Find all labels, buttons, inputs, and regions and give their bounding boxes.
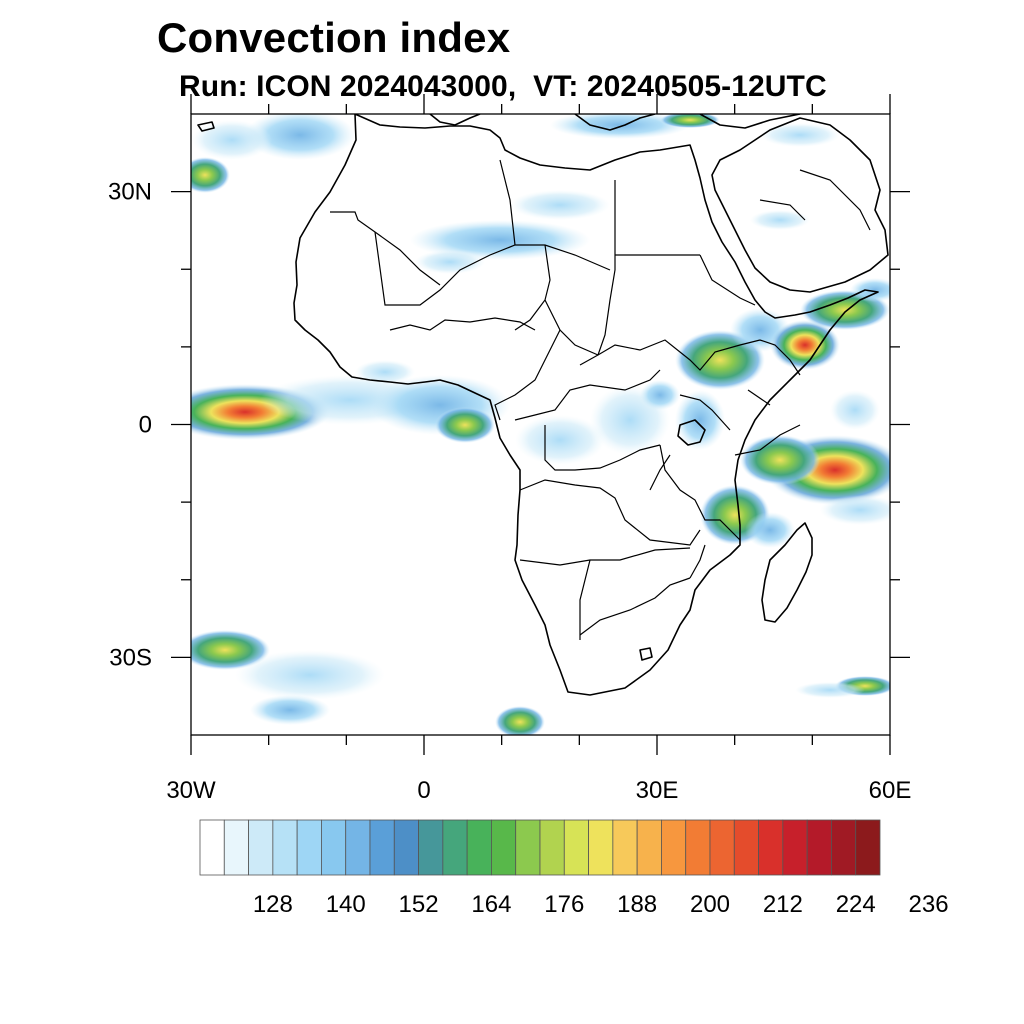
colorbar-swatch: [563, 819, 589, 876]
lat-tick-label: 0: [139, 412, 152, 439]
colorbar-tick-label: 212: [763, 891, 803, 918]
colorbar-swatch: [272, 819, 298, 876]
colorbar-tick-label: 176: [544, 891, 584, 918]
colorbar-swatch: [758, 819, 784, 876]
colorbar-swatch: [466, 819, 492, 876]
colorbar-tick-label: 128: [253, 891, 293, 918]
colorbar-swatch: [199, 819, 225, 876]
lat-tick-label: 30S: [109, 644, 152, 671]
colorbar-swatch: [418, 819, 444, 876]
colorbar-swatch: [661, 819, 687, 876]
colorbar-swatch: [442, 819, 468, 876]
colorbar-swatch: [588, 819, 614, 876]
colorbar-swatch: [491, 819, 517, 876]
colorbar-tick-label: 152: [399, 891, 439, 918]
lon-tick-label: 0: [417, 777, 430, 804]
lon-tick-label: 60E: [869, 777, 912, 804]
colorbar: [199, 819, 881, 876]
colorbar-swatch: [612, 819, 638, 876]
lon-tick-label: 30W: [166, 777, 216, 804]
colorbar-tick-label: 200: [690, 891, 730, 918]
colorbar-swatch: [685, 819, 711, 876]
colorbar-swatch: [733, 819, 759, 876]
coastlines: [197, 114, 889, 696]
convection-field: [191, 114, 890, 735]
colorbar-swatch: [296, 819, 322, 876]
colorbar-tick-label: 236: [909, 891, 949, 918]
colorbar-labels: 128 140 152 164 176 188 200 212 224 236: [253, 891, 949, 918]
colorbar-swatch: [709, 819, 735, 876]
lon-tick-label: 30E: [636, 777, 679, 804]
colorbar-tick-label: 164: [471, 891, 511, 918]
colorbar-tick-label: 224: [836, 891, 876, 918]
chart-subtitle: Run: ICON 2024043000, VT: 20240505-12UTC: [179, 70, 827, 103]
axis-ticks: [171, 94, 910, 755]
colorbar-tick-label: 188: [617, 891, 657, 918]
colorbar-swatch: [393, 819, 419, 876]
colorbar-swatch: [636, 819, 662, 876]
colorbar-swatch: [248, 819, 274, 876]
colorbar-swatch: [369, 819, 395, 876]
colorbar-swatch: [539, 819, 565, 876]
colorbar-swatch: [806, 819, 832, 876]
colorbar-swatch: [855, 819, 881, 876]
longitude-labels: 30W 0 30E 60E: [166, 777, 911, 804]
colorbar-swatch: [223, 819, 249, 876]
colorbar-swatch: [831, 819, 857, 876]
colorbar-swatch: [321, 819, 347, 876]
colorbar-tick-label: 140: [326, 891, 366, 918]
colorbar-swatch: [345, 819, 371, 876]
lat-tick-label: 30N: [108, 179, 152, 206]
colorbar-swatch: [782, 819, 808, 876]
colorbar-swatch: [515, 819, 541, 876]
latitude-labels: 30N 0 30S: [108, 179, 152, 672]
chart-title: Convection index: [157, 14, 511, 61]
country-borders: [330, 159, 871, 640]
